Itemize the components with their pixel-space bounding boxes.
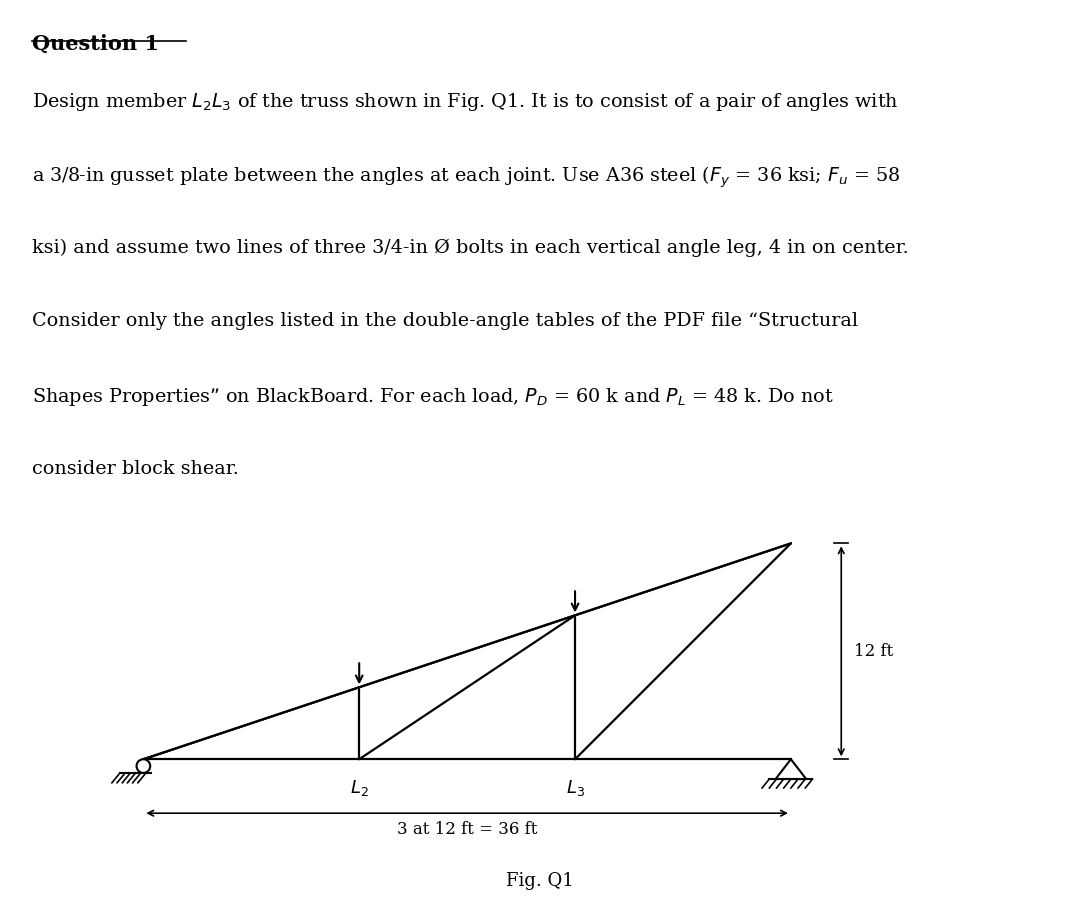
Text: Fig. Q1: Fig. Q1 [507,872,573,891]
Text: ksi) and assume two lines of three 3/4-in Ø bolts in each vertical angle leg, 4 : ksi) and assume two lines of three 3/4-i… [32,238,909,257]
Text: $L_2$: $L_2$ [350,778,368,798]
Text: consider block shear.: consider block shear. [32,460,239,477]
Text: Shapes Properties” on BlackBoard. For each load, $P_D$ = 60 k and $P_L$ = 48 k. : Shapes Properties” on BlackBoard. For ea… [32,386,834,408]
Text: 12 ft: 12 ft [854,642,893,660]
Text: 3 at 12 ft = 36 ft: 3 at 12 ft = 36 ft [397,821,538,838]
Circle shape [136,760,150,773]
Text: $L_3$: $L_3$ [566,778,584,798]
Text: Question 1: Question 1 [32,33,160,54]
Text: Consider only the angles listed in the double-angle tables of the PDF file “Stru: Consider only the angles listed in the d… [32,312,859,330]
Text: Design member $L_2L_3$ of the truss shown in Fig. Q1. It is to consist of a pair: Design member $L_2L_3$ of the truss show… [32,90,899,113]
Text: a 3/8-in gusset plate between the angles at each joint. Use A36 steel ($F_y$ = 3: a 3/8-in gusset plate between the angles… [32,164,901,190]
